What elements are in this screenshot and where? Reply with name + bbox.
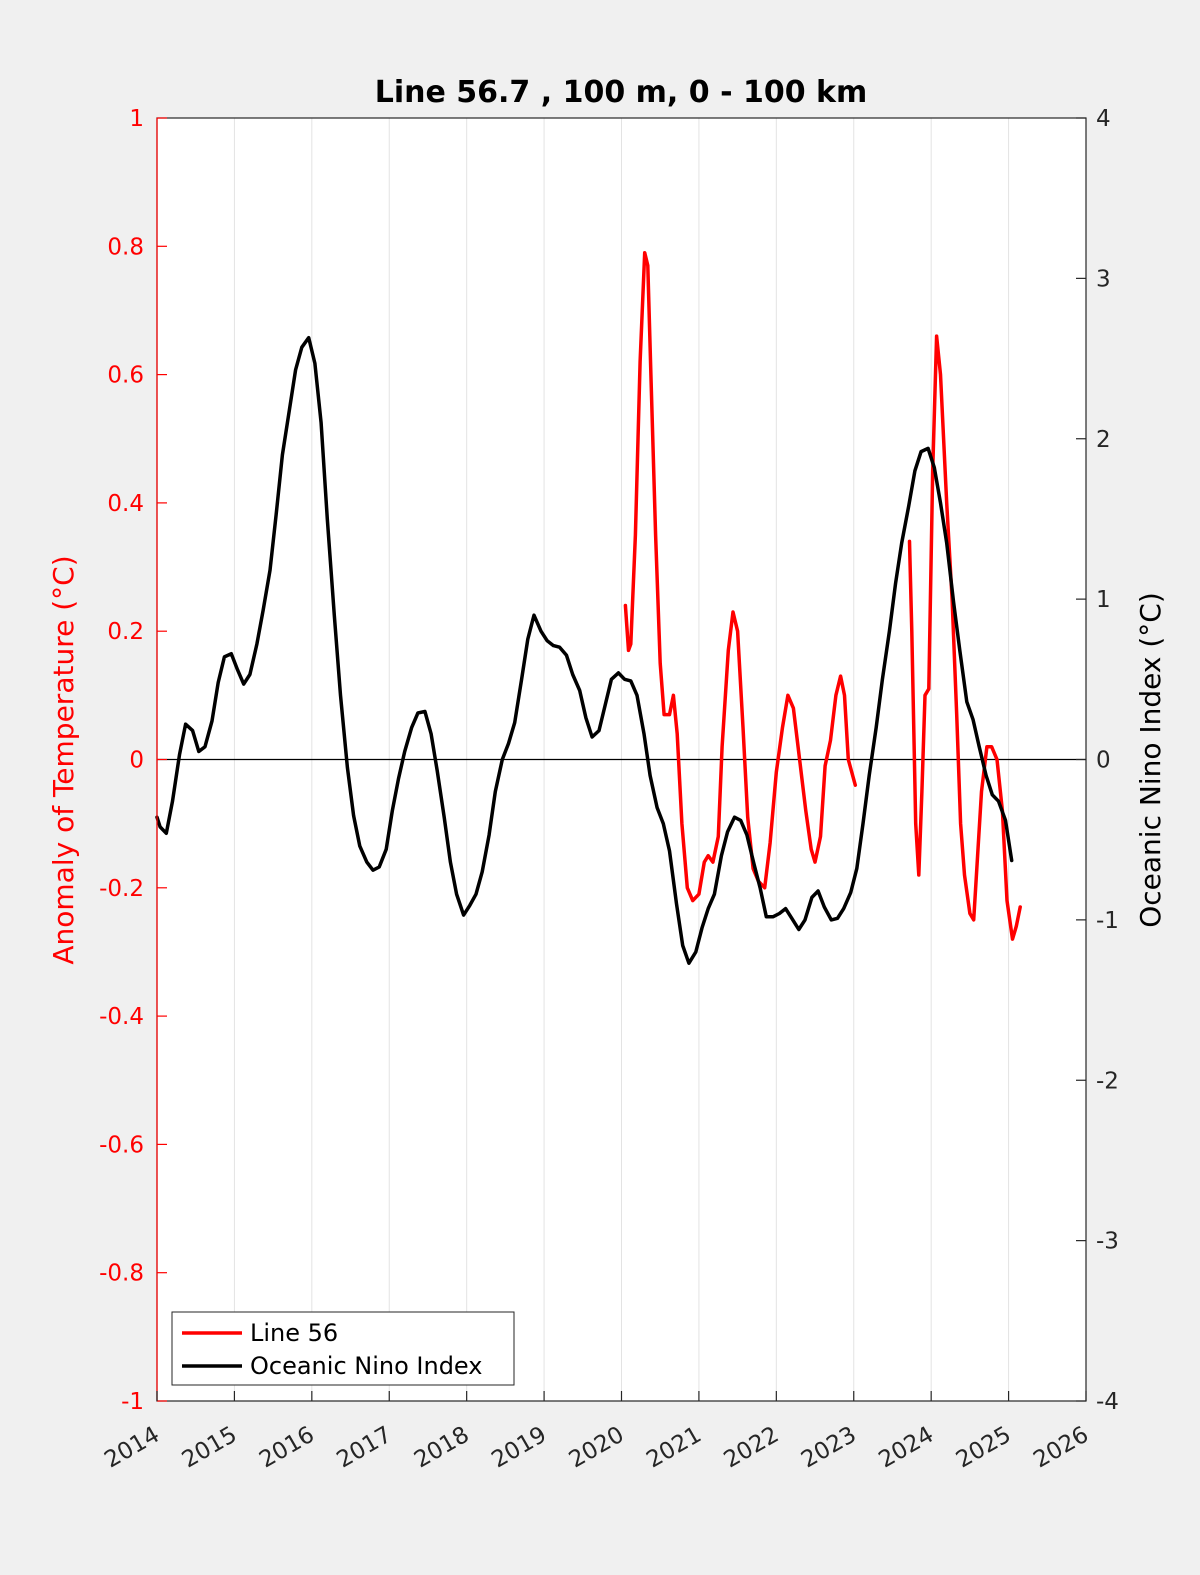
left-axis-label: Anomaly of Temperature (°C) — [47, 555, 80, 964]
left-tick-label: 0.6 — [107, 363, 144, 389]
x-tick-label: 2026 — [1029, 1422, 1093, 1474]
x-tick-label: 2022 — [720, 1422, 784, 1474]
x-tick-label: 2015 — [178, 1422, 242, 1474]
x-tick-label: 2017 — [333, 1422, 397, 1474]
x-tick-label: 2019 — [487, 1422, 551, 1474]
left-tick-label: 0.4 — [107, 491, 144, 517]
left-tick-label: -0.4 — [99, 1004, 144, 1030]
legend-box — [171, 1311, 515, 1386]
right-tick-label: -2 — [1096, 1068, 1119, 1094]
x-tick-label: 2024 — [874, 1422, 938, 1474]
chart-title: Line 56.7 , 100 m, 0 - 100 km — [375, 75, 868, 110]
left-tick-label: 0 — [129, 748, 144, 774]
left-tick-label: -0.2 — [99, 876, 144, 902]
left-tick-label: 1 — [129, 106, 144, 132]
right-axis-label: Oceanic Nino Index (°C) — [1134, 592, 1167, 928]
x-tick-label: 2020 — [565, 1422, 629, 1474]
left-tick-label: -1 — [121, 1389, 144, 1415]
right-axis: 4 3 2 1 0 -1 -2 -3 -4 — [1076, 106, 1119, 1415]
x-tick-label: 2016 — [255, 1422, 319, 1474]
x-tick-label: 2025 — [952, 1422, 1016, 1474]
series-group — [155, 250, 1022, 965]
x-tick-label: 2021 — [642, 1422, 706, 1474]
x-axis: 2014 2015 2016 2017 2018 2019 2020 2021 2022 2023… — [100, 1391, 1093, 1473]
series-line-56 — [623, 250, 858, 903]
left-axis: 1 0.8 0.6 0.4 0.2 0 -0.2 -0.4 -0.6 -0.8 -1 — [99, 106, 167, 1415]
right-tick-label: 0 — [1096, 748, 1111, 774]
x-tick-label: 2023 — [797, 1422, 861, 1474]
left-tick-label: -0.6 — [99, 1132, 144, 1158]
right-tick-label: 1 — [1096, 587, 1111, 613]
series-line-56 — [907, 334, 1022, 941]
right-tick-label: 4 — [1096, 106, 1111, 132]
legend: Line 56 Oceanic Nino Index — [171, 1311, 515, 1386]
left-tick-label: -0.8 — [99, 1261, 144, 1287]
legend-label-oni: Oceanic Nino Index — [250, 1352, 482, 1380]
x-tick-label: 2014 — [100, 1422, 164, 1474]
x-tick-label: 2018 — [410, 1422, 474, 1474]
left-tick-label: 0.8 — [107, 234, 144, 260]
right-tick-label: -4 — [1096, 1389, 1119, 1415]
right-tick-label: -3 — [1096, 1229, 1119, 1255]
series-oceanic-nino-index — [155, 335, 1014, 965]
right-tick-label: -1 — [1096, 908, 1119, 934]
right-tick-label: 2 — [1096, 427, 1111, 453]
legend-label-line-56: Line 56 — [250, 1319, 338, 1347]
right-tick-label: 3 — [1096, 266, 1111, 292]
left-tick-label: 0.2 — [107, 619, 144, 645]
